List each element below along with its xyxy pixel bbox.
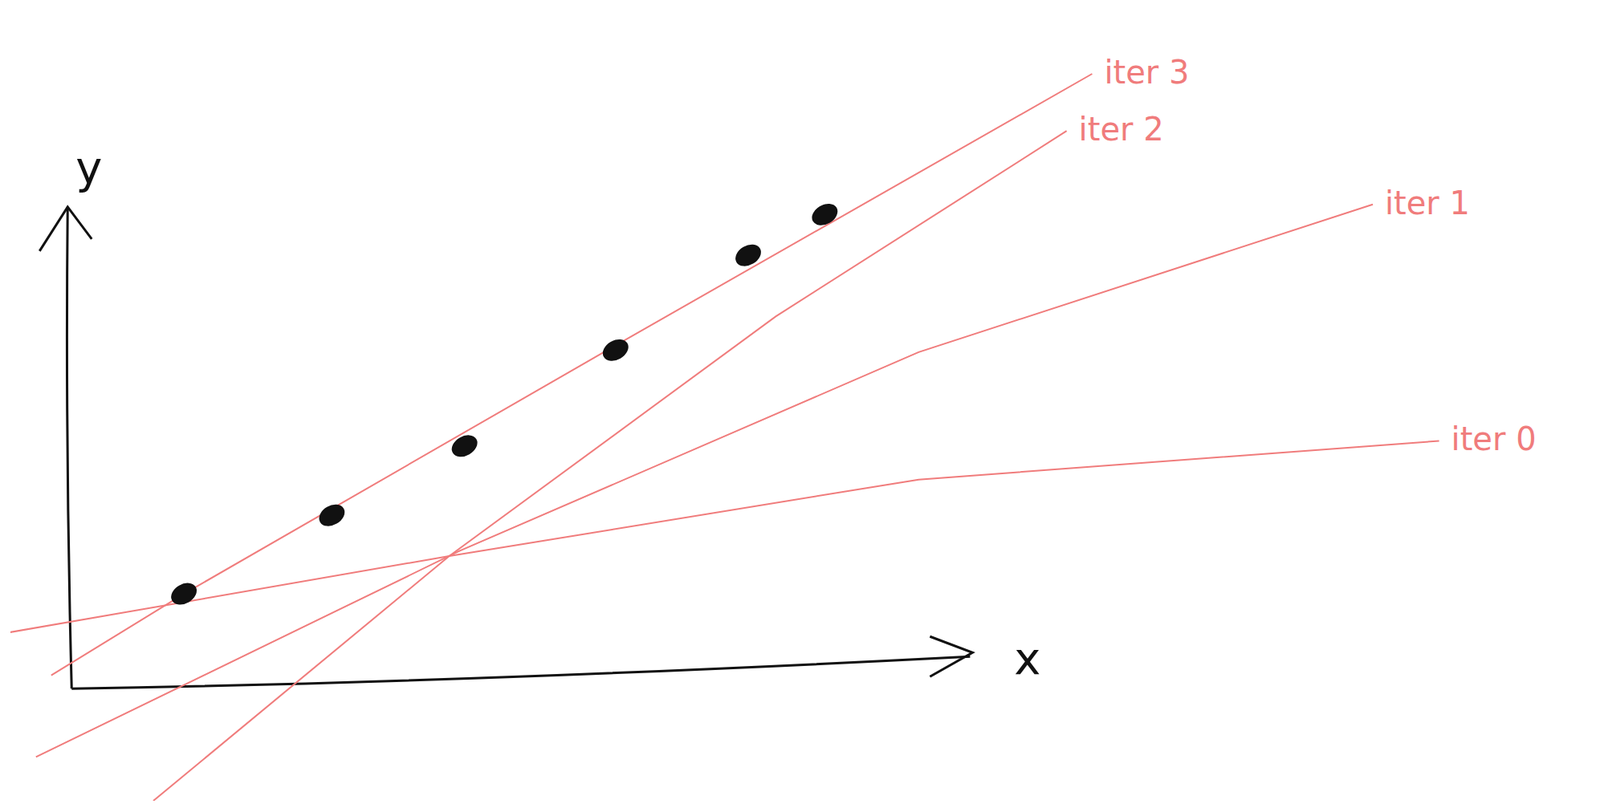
data-point — [732, 241, 765, 270]
iteration-line — [153, 130, 1067, 802]
data-point — [316, 501, 348, 530]
iteration-line — [51, 73, 1093, 676]
x-axis-arrow — [929, 636, 973, 677]
data-point — [168, 580, 200, 609]
data-point — [599, 336, 632, 365]
line-label: iter 3 — [1103, 53, 1189, 91]
chart: xyiter 0iter 1iter 2iter 3 — [0, 0, 1600, 804]
data-point — [448, 431, 481, 461]
line-labels: iter 0 iter 1 iter 2 iter 3 — [1078, 53, 1537, 458]
y-axis-arrow — [39, 207, 92, 252]
axes: xy — [39, 141, 1041, 689]
y-axis — [66, 207, 72, 689]
y-axis-title: y — [75, 141, 102, 194]
data-point — [809, 200, 841, 229]
plot-area — [10, 73, 1440, 802]
iteration-line — [10, 441, 1440, 634]
line-label: iter 1 — [1384, 184, 1470, 222]
iteration-line — [36, 204, 1373, 758]
line-label: iter 2 — [1078, 110, 1165, 148]
x-axis — [71, 656, 970, 689]
line-label: iter 0 — [1451, 420, 1537, 458]
x-axis-title: x — [1013, 632, 1041, 685]
